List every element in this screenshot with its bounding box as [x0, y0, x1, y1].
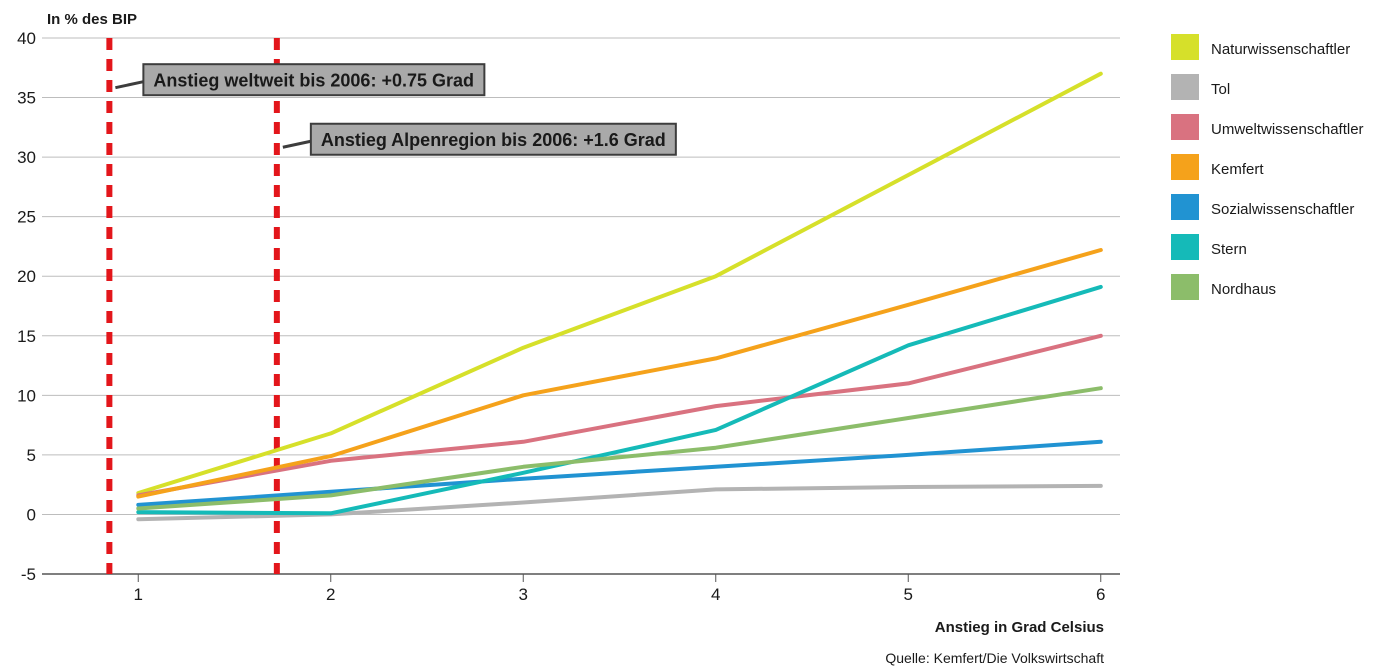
x-tick-label: 1: [134, 585, 143, 604]
x-tick-label: 5: [904, 585, 913, 604]
y-tick-label: 30: [17, 148, 36, 167]
y-tick-label: 5: [27, 446, 36, 465]
y-tick-label: 20: [17, 267, 36, 286]
legend-item: Naturwissenschaftler: [1171, 34, 1350, 60]
legend-label: Naturwissenschaftler: [1211, 41, 1350, 58]
x-axis-label: Anstieg in Grad Celsius: [935, 619, 1104, 636]
annotation-pointer: [282, 139, 312, 149]
y-tick-label: 25: [17, 208, 36, 227]
x-tick-label: 6: [1096, 585, 1105, 604]
y-tick-label: 10: [17, 386, 36, 405]
legend-label: Stern: [1211, 241, 1247, 258]
y-tick-label: 40: [17, 29, 36, 48]
source-note: Quelle: Kemfert/Die Volkswirtschaft: [885, 650, 1104, 666]
legend-swatch: [1171, 114, 1199, 140]
series-line-sozialwissenschaftler: [136, 439, 1103, 507]
series-line-kemfert: [136, 248, 1103, 499]
legend-label: Sozialwissenschaftler: [1211, 201, 1354, 218]
x-tick-label: 3: [519, 585, 528, 604]
annotation-1: Anstieg weltweit bis 2006: +0.75 Grad: [115, 63, 486, 97]
annotation-box: [142, 63, 486, 97]
legend-label: Nordhaus: [1211, 281, 1276, 298]
y-tick-label: -5: [21, 565, 36, 584]
legend-item: Umweltwissenschaftler: [1171, 114, 1364, 140]
legend-item: Tol: [1171, 74, 1230, 100]
legend-swatch: [1171, 274, 1199, 300]
legend-item: Sozialwissenschaftler: [1171, 194, 1354, 220]
legend-swatch: [1171, 194, 1199, 220]
legend: Naturwissenschaftler Tol Umweltwissenschaf…: [1171, 34, 1364, 300]
annotations: Anstieg weltweit bis 2006: +0.75 Grad Ans…: [115, 63, 677, 156]
y-tick-labels: 40 35 30 25 20 15 10 5 0 -5: [17, 29, 36, 584]
x-tick-label: 4: [711, 585, 720, 604]
y-tick-label: 15: [17, 327, 36, 346]
legend-swatch: [1171, 234, 1199, 260]
series-line-tol: [136, 483, 1103, 522]
y-tick-label: 0: [27, 505, 36, 524]
legend-label: Tol: [1211, 81, 1230, 98]
legend-item: Stern: [1171, 234, 1247, 260]
legend-item: Nordhaus: [1171, 274, 1276, 300]
y-tick-label: 35: [17, 89, 36, 108]
annotation-label: Anstieg Alpenregion bis 2006: +1.6 Grad: [321, 130, 666, 150]
grid-lines: [42, 37, 1120, 515]
series-line-nordhaus: [136, 386, 1103, 511]
series-lines: [136, 71, 1103, 522]
legend-swatch: [1171, 154, 1199, 180]
annotation-2: Anstieg Alpenregion bis 2006: +1.6 Grad: [282, 122, 677, 156]
x-tick-labels: 1 2 3 4 5 6: [134, 574, 1105, 604]
annotation-label: Anstieg weltweit bis 2006: +0.75 Grad: [153, 71, 474, 91]
x-tick-label: 2: [326, 585, 335, 604]
legend-label: Kemfert: [1211, 161, 1264, 178]
annotation-box: [309, 122, 677, 156]
series-line-naturwissenschaftler: [136, 71, 1103, 495]
vertical-markers: [106, 38, 280, 574]
y-axis-label: In % des BIP: [47, 11, 137, 28]
legend-item: Kemfert: [1171, 154, 1264, 180]
legend-swatch: [1171, 34, 1199, 60]
series-line-umweltwissenschaftler: [136, 333, 1103, 498]
legend-label: Umweltwissenschaftler: [1211, 121, 1364, 138]
series-line-stern: [136, 284, 1103, 516]
annotation-pointer: [115, 80, 144, 90]
legend-swatch: [1171, 74, 1199, 100]
